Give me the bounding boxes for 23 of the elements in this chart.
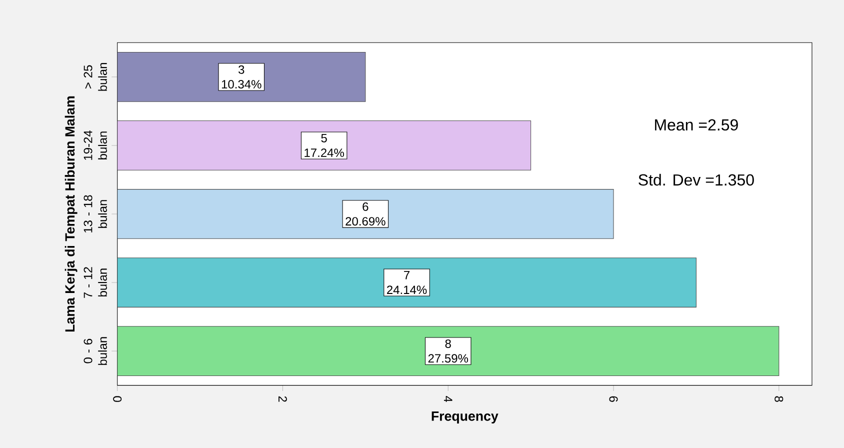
annotation: Std. Dev =1.350 <box>638 174 754 186</box>
x-tick-label: 4 <box>444 396 452 402</box>
annotation: Mean =2.59 <box>655 119 738 131</box>
x-tick-label: 2 <box>278 396 287 402</box>
data-label: 8 27.59% <box>428 339 468 363</box>
data-label: 5 17.24% <box>304 134 344 157</box>
y-axis-title: Lama Kerja di Tempat Hiburan Malam <box>64 96 78 332</box>
y-tick-label: 7 - 12 bulan <box>84 267 107 298</box>
bar <box>117 258 696 308</box>
data-label: 7 24.14% <box>387 271 427 294</box>
y-tick-label: > 25 bulan <box>84 63 107 91</box>
x-tick-label: 6 <box>609 396 618 402</box>
y-tick-label: 13 - 18 bulan <box>84 195 107 232</box>
data-label: 3 10.34% <box>222 65 262 89</box>
x-tick-label: 0 <box>113 396 122 402</box>
y-tick-label: 0 - 6 bulan <box>84 337 107 365</box>
x-axis-title: Frequency <box>432 412 498 424</box>
data-label: 6 20.69% <box>346 202 386 226</box>
y-tick-label: 19-24 bulan <box>84 130 107 160</box>
bar <box>117 120 532 170</box>
bar <box>117 189 614 239</box>
bar <box>117 326 780 376</box>
x-tick-label: 8 <box>774 396 784 402</box>
